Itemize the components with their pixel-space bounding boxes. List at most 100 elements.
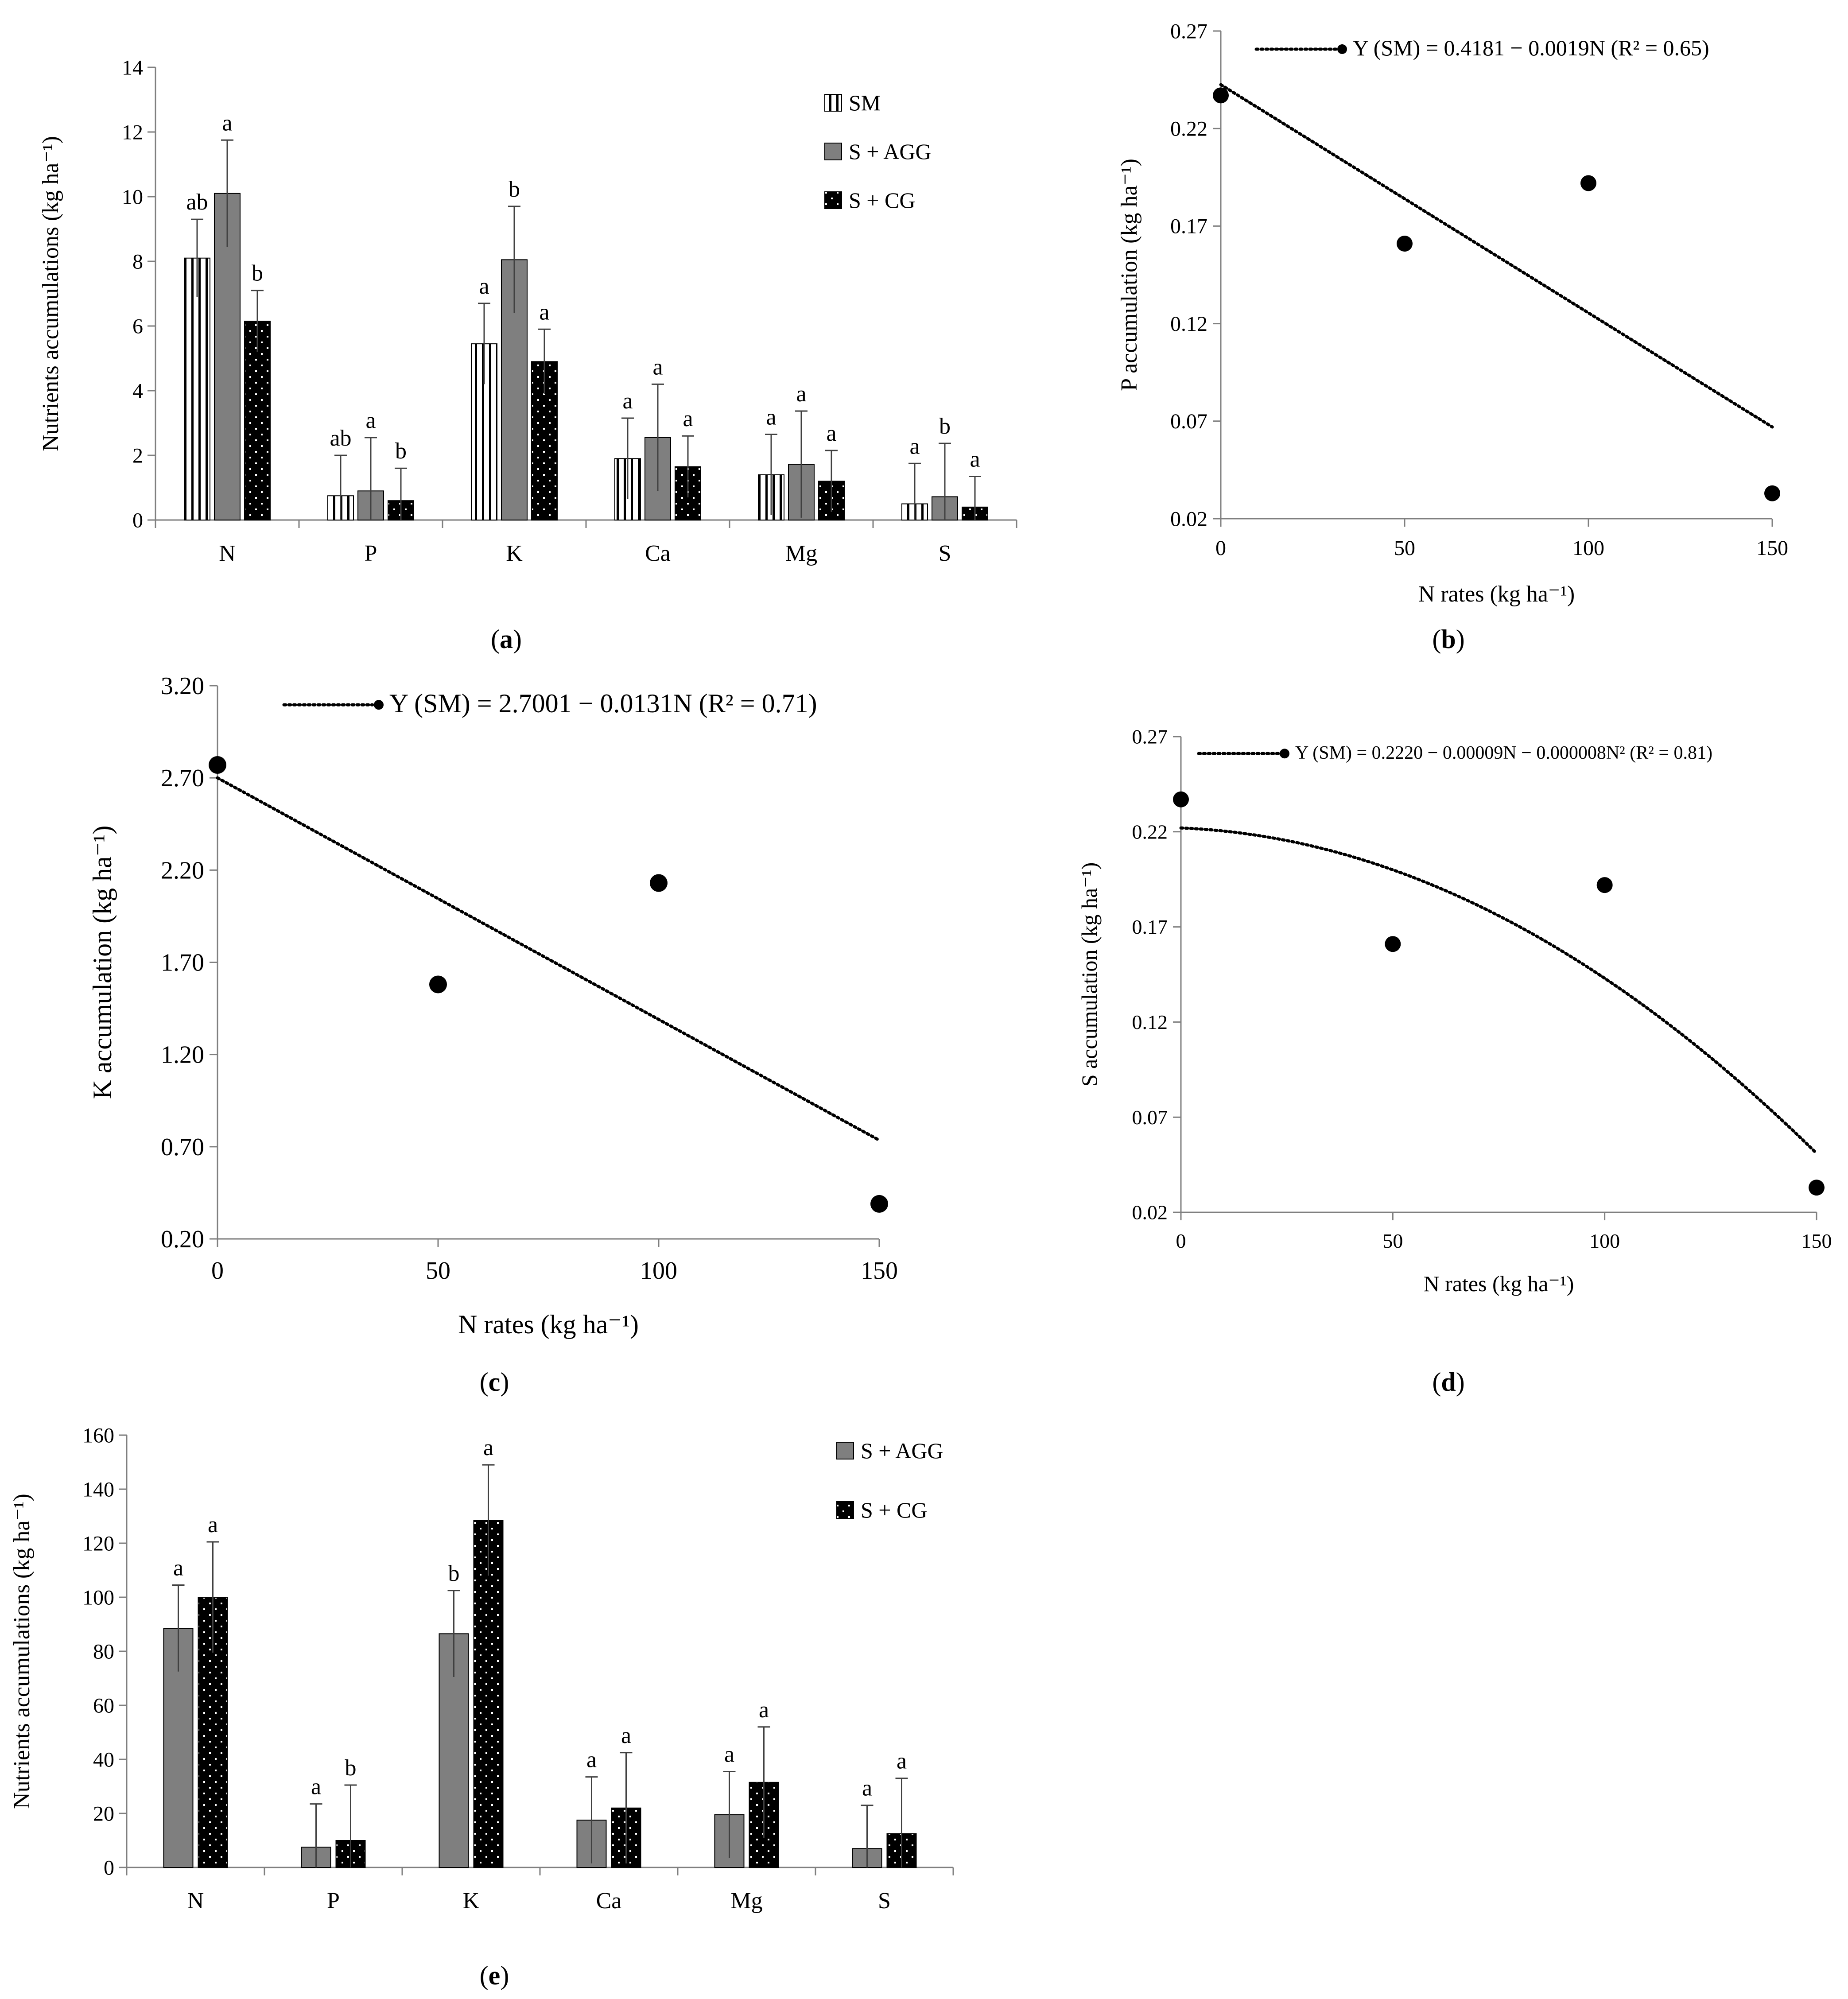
panel-c: 0.20 0.70 1.20 1.70 2.20 2.70 3.20 0 50 100 150 Y (… xyxy=(88,672,898,1397)
data-point xyxy=(1596,877,1613,893)
y-tick-label: 0.12 xyxy=(1132,1011,1168,1033)
y-tick-label: 1.20 xyxy=(161,1041,204,1069)
data-point xyxy=(429,975,447,994)
legend-swatch xyxy=(836,1442,854,1459)
x-category-label: N xyxy=(219,541,236,566)
regression-equation: Y (SM) = 0.2220 − 0.00009N − 0.000008N² … xyxy=(1295,743,1712,763)
data-point xyxy=(1397,236,1413,252)
panel-a: 02468101214NababPababKabaCaaaaMgaaaSabaN… xyxy=(38,56,1017,654)
y-tick-label: 0.27 xyxy=(1170,19,1207,43)
y-tick-label: 0.22 xyxy=(1132,820,1168,843)
y-tick-label: 0.07 xyxy=(1170,410,1207,433)
legend-swatch xyxy=(824,191,842,209)
legend-label: S + AGG xyxy=(861,1438,943,1463)
y-tick-label: 0.70 xyxy=(161,1133,204,1161)
y-tick-label: 3.20 xyxy=(161,672,204,700)
y-axis-title: K accumulation (kg ha⁻¹) xyxy=(88,826,117,1099)
x-tick-label: 100 xyxy=(1589,1230,1620,1252)
data-point xyxy=(1764,485,1780,501)
y-tick-label: 0.22 xyxy=(1170,117,1207,141)
trend-line xyxy=(1219,83,1774,429)
significance-letter: b xyxy=(939,414,951,439)
significance-letter: a xyxy=(724,1742,734,1767)
y-tick-label: 0.17 xyxy=(1170,215,1207,238)
data-point xyxy=(1385,936,1401,952)
x-tick-label: 50 xyxy=(1382,1230,1403,1252)
y-axis-title: Nutrients accumulations (kg ha⁻¹) xyxy=(38,136,63,451)
legend-swatch xyxy=(824,143,842,160)
x-tick-label: 150 xyxy=(1756,536,1788,560)
y-tick-label: 2 xyxy=(132,444,143,467)
significance-letter: a xyxy=(222,110,232,136)
y-tick-label: 60 xyxy=(93,1694,114,1717)
legend-swatch xyxy=(824,94,842,112)
y-tick-label: 8 xyxy=(132,250,143,273)
legend-point xyxy=(374,700,384,710)
x-category-label: S xyxy=(939,541,951,566)
significance-letter: a xyxy=(759,1697,769,1723)
y-tick-label: 12 xyxy=(122,120,143,144)
significance-letter: a xyxy=(539,299,549,325)
legend-swatch xyxy=(836,1501,854,1519)
bar-s-cg-k xyxy=(473,1520,504,1868)
significance-letter: b xyxy=(448,1561,460,1586)
data-point xyxy=(870,1195,888,1213)
panel-b: 0.02 0.07 0.12 0.17 0.22 0.27 0 50 100 150 Y (SM) … xyxy=(1117,19,1788,654)
y-tick-label: 4 xyxy=(132,379,143,403)
y-tick-label: 0 xyxy=(132,508,143,532)
significance-letter: a xyxy=(862,1776,872,1801)
panel-caption: (c) xyxy=(480,1367,509,1397)
panel-d: 0.02 0.07 0.12 0.17 0.22 0.27 0 50 100 150 Y (SM) … xyxy=(1077,726,1832,1397)
y-tick-label: 14 xyxy=(122,56,143,79)
significance-letter: a xyxy=(766,405,776,430)
y-axis-title: Nutrients accumulations (kg ha⁻¹) xyxy=(9,1494,35,1809)
legend-label: S + CG xyxy=(849,188,915,213)
regression-equation: Y (SM) = 0.4181 − 0.0019N (R² = 0.65) xyxy=(1353,35,1709,60)
significance-letter: a xyxy=(311,1774,321,1800)
x-tick-label: 0 xyxy=(1176,1230,1186,1252)
legend-label: S + CG xyxy=(861,1498,927,1522)
y-tick-label: 120 xyxy=(82,1532,114,1555)
significance-letter: a xyxy=(683,406,693,431)
significance-letter: a xyxy=(365,408,376,433)
panel-e: 020406080100120140160NaaPabKbaCaaaMgaaSa… xyxy=(9,1424,954,1990)
x-axis-title: N rates (kg ha⁻¹) xyxy=(1424,1271,1574,1296)
significance-letter: a xyxy=(826,421,836,446)
data-point xyxy=(1809,1180,1825,1196)
legend-point xyxy=(1280,749,1289,759)
y-tick-label: 0.17 xyxy=(1132,916,1168,938)
x-category-label: K xyxy=(506,541,523,566)
panel-caption: (e) xyxy=(480,1961,509,1990)
x-category-label: P xyxy=(327,1888,340,1914)
x-tick-label: 0 xyxy=(211,1257,224,1285)
panel-caption: (a) xyxy=(491,625,522,654)
x-category-label: Ca xyxy=(596,1888,622,1914)
regression-equation: Y (SM) = 2.7001 − 0.0131N (R² = 0.71) xyxy=(389,689,817,718)
y-tick-label: 2.20 xyxy=(161,857,204,884)
data-point xyxy=(209,756,226,774)
significance-letter: b xyxy=(509,177,520,202)
y-axis-title: P accumulation (kg ha⁻¹) xyxy=(1117,159,1142,391)
significance-letter: a xyxy=(483,1435,493,1460)
significance-letter: b xyxy=(345,1755,357,1781)
significance-letter: a xyxy=(622,388,633,414)
x-tick-label: 50 xyxy=(426,1257,450,1285)
significance-letter: a xyxy=(796,381,806,407)
x-category-label: P xyxy=(365,541,377,566)
bar-s-cg-n xyxy=(244,321,271,520)
x-axis-title: N rates (kg ha⁻¹) xyxy=(1418,582,1575,607)
data-point xyxy=(1213,87,1229,104)
data-point xyxy=(650,874,668,892)
y-tick-label: 2.70 xyxy=(161,765,204,792)
y-tick-label: 160 xyxy=(82,1424,114,1447)
significance-letter: a xyxy=(909,434,920,459)
significance-letter: ab xyxy=(186,190,208,215)
x-category-label: K xyxy=(463,1888,480,1914)
data-point xyxy=(1580,175,1596,191)
x-tick-label: 150 xyxy=(861,1257,898,1285)
y-tick-label: 100 xyxy=(82,1586,114,1609)
x-category-label: Mg xyxy=(730,1888,762,1914)
significance-letter: a xyxy=(479,274,489,299)
y-tick-label: 0.20 xyxy=(161,1226,204,1253)
